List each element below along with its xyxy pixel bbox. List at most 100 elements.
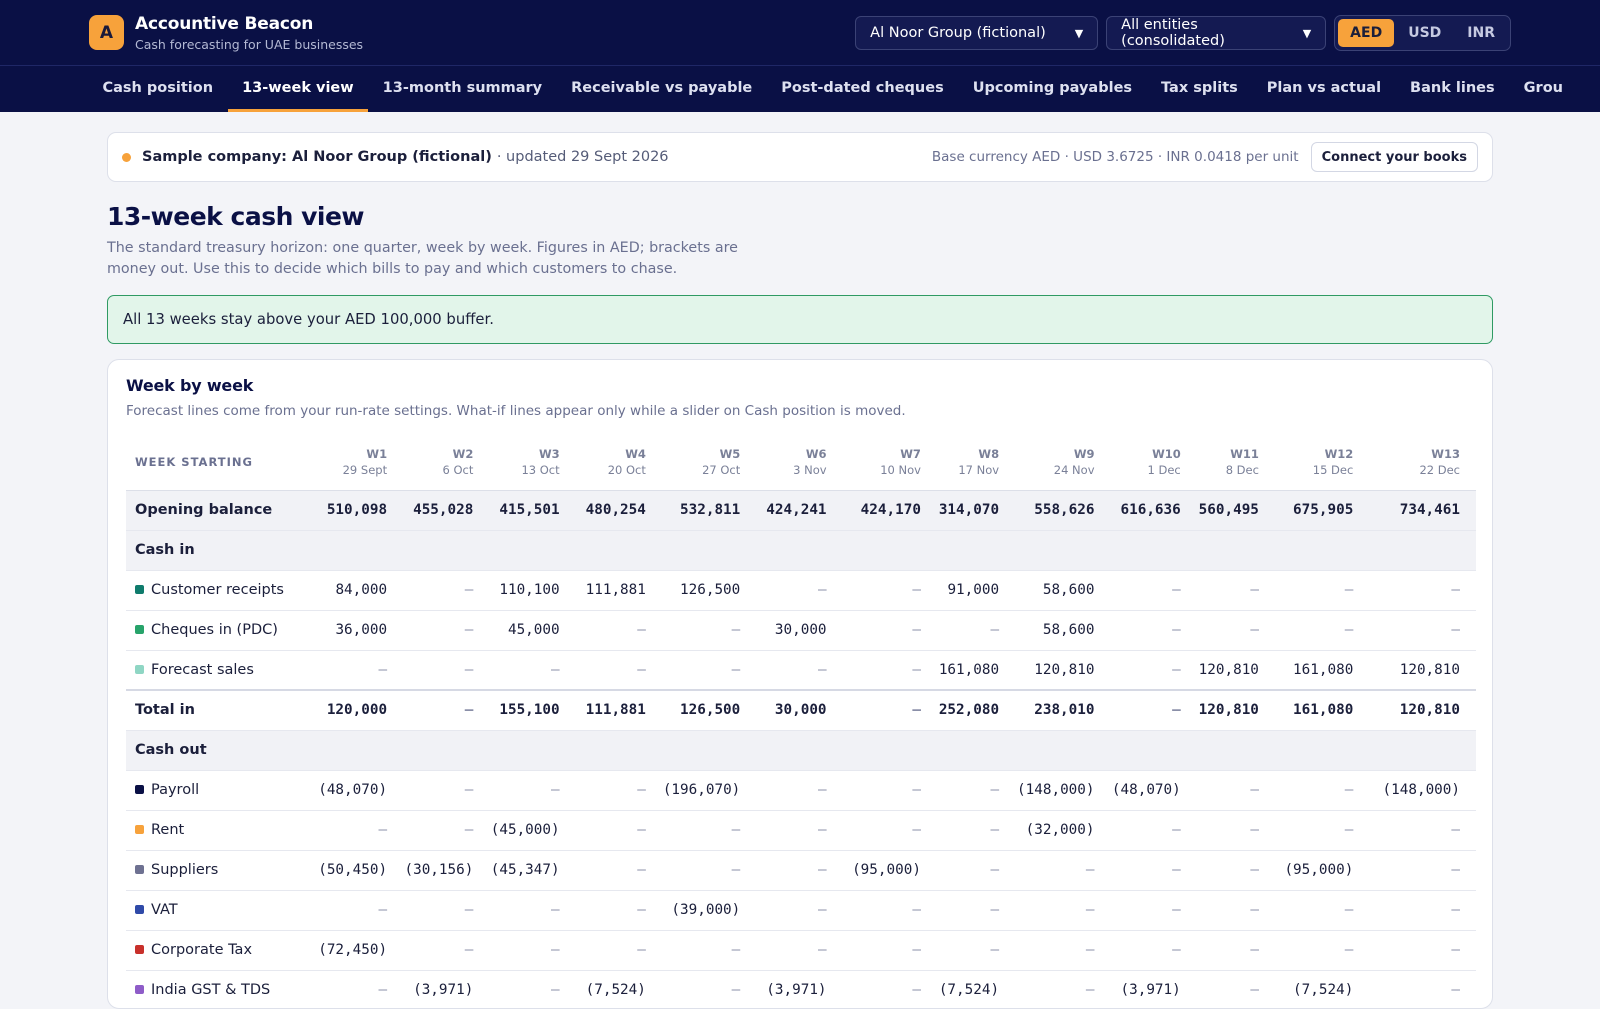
nav-tab-group[interactable]: Grou bbox=[1523, 79, 1563, 96]
table-cell: 161,080 bbox=[1274, 649, 1370, 690]
sample-company-banner: Sample company: Al Noor Group (fictional… bbox=[107, 132, 1493, 182]
nav-tab-cash-position[interactable]: Cash position bbox=[102, 79, 214, 96]
cell-value: – bbox=[637, 862, 646, 878]
table-cell: – bbox=[1196, 809, 1275, 850]
nav-tab-bank-lines[interactable]: Bank lines bbox=[1410, 79, 1495, 96]
table-cell: – bbox=[842, 769, 937, 810]
cell-value: – bbox=[990, 902, 1000, 918]
nav-tab-post-dated-cheques[interactable]: Post-dated cheques bbox=[781, 79, 944, 96]
table-cell: – bbox=[403, 809, 490, 850]
app-name[interactable]: Accountive Beacon bbox=[135, 13, 314, 34]
table-cell: – bbox=[575, 809, 662, 850]
table-cell: (30,156) bbox=[403, 849, 490, 890]
table-cell: – bbox=[310, 889, 404, 930]
cell-value: – bbox=[1451, 942, 1460, 958]
cell-value: – bbox=[817, 582, 827, 598]
week-column-header: W3 13 Oct bbox=[489, 435, 575, 490]
week-number: W8 bbox=[978, 447, 1000, 462]
legend-swatch-icon bbox=[135, 945, 144, 954]
table-cell: – bbox=[1274, 569, 1370, 610]
cell-value: – bbox=[464, 702, 474, 719]
table-cell: 111,881 bbox=[575, 689, 662, 730]
table-cell: 58,600 bbox=[1015, 569, 1111, 610]
row-india-gst-tds: India GST & TDS – (3,971) – (7,524) – (3,971) –… bbox=[126, 969, 1476, 1008]
table-cell: – bbox=[842, 809, 937, 850]
cell-value: (3,971) bbox=[766, 982, 827, 999]
cell-value: – bbox=[378, 661, 388, 678]
week-column-header: W5 27 Oct bbox=[662, 435, 756, 490]
cell-value: 161,080 bbox=[1293, 661, 1354, 678]
cell-value: (196,070) bbox=[662, 782, 741, 798]
exchange-rates: Base currency AED · USD 3.6725 · INR 0.0… bbox=[931, 149, 1299, 165]
card-subtitle: Forecast lines come from your run-rate s… bbox=[126, 403, 906, 419]
cell-value: – bbox=[912, 942, 921, 958]
cell-value: 126,500 bbox=[680, 582, 741, 598]
table-cell: – bbox=[1274, 809, 1370, 850]
nav-tab-13-week-view[interactable]: 13-week view bbox=[227, 66, 369, 112]
table-cell: – bbox=[661, 929, 757, 970]
cell-value: – bbox=[731, 822, 741, 838]
legend-swatch-icon bbox=[135, 664, 144, 674]
company-select[interactable]: Al Noor Group (fictional) ▼ bbox=[855, 16, 1099, 50]
table-cell: (7,524) bbox=[1274, 969, 1370, 1008]
cell-value: 111,881 bbox=[585, 702, 646, 719]
table-cell: 91,000 bbox=[936, 569, 1016, 610]
cell-value: – bbox=[637, 942, 646, 958]
cell-value: (7,524) bbox=[1293, 982, 1354, 999]
cell-value: 480,254 bbox=[585, 502, 646, 518]
top-bar: A Accountive Beacon Cash forecasting for… bbox=[0, 0, 1600, 65]
currency-option[interactable]: AED bbox=[1338, 19, 1395, 47]
cell-value: – bbox=[1172, 582, 1181, 598]
legend-swatch-icon bbox=[135, 905, 144, 914]
cell-value: (95,000) bbox=[1284, 862, 1354, 878]
week-starting-header: WEEK STARTING bbox=[135, 455, 253, 470]
table-cell: – bbox=[661, 809, 757, 850]
row-label: Opening balance bbox=[126, 489, 311, 530]
main-nav: Cash position 13-week view 13-month summ… bbox=[0, 65, 1600, 112]
row-vat: VAT – – – – (39,000) – – – – – – – – bbox=[126, 889, 1476, 930]
cell-value: 252,080 bbox=[938, 702, 1000, 719]
nav-tab-upcoming-payables[interactable]: Upcoming payables bbox=[972, 79, 1133, 96]
cell-value: – bbox=[1172, 822, 1181, 838]
cell-value: (48,070) bbox=[318, 782, 388, 798]
week-number: W10 bbox=[1152, 447, 1181, 462]
nav-tab-13-month-summary[interactable]: 13-month summary bbox=[382, 79, 543, 96]
card-title: Week by week bbox=[126, 376, 254, 395]
table-cell: – bbox=[403, 769, 490, 810]
week-date: 22 Dec bbox=[1419, 463, 1460, 478]
nav-tab-plan-vs-actual[interactable]: Plan vs actual bbox=[1266, 79, 1382, 96]
table-cell: – bbox=[1015, 929, 1111, 970]
table-cell: – bbox=[842, 689, 937, 730]
table-cell: (3,971) bbox=[1110, 969, 1197, 1008]
cell-value: (72,450) bbox=[318, 942, 388, 958]
table-cell: – bbox=[1369, 929, 1476, 970]
row-label: Customer receipts bbox=[126, 569, 311, 610]
cell-value: – bbox=[1085, 862, 1095, 878]
app-logo[interactable]: A bbox=[89, 15, 124, 50]
table-cell: – bbox=[1196, 569, 1275, 610]
table-cell: 161,080 bbox=[936, 649, 1016, 690]
cell-value: – bbox=[1250, 942, 1259, 958]
table-cell: 424,170 bbox=[842, 489, 937, 530]
cell-value: – bbox=[817, 902, 827, 918]
table-cell: – bbox=[489, 929, 576, 970]
table-cell: 126,500 bbox=[661, 689, 757, 730]
row-label: Forecast sales bbox=[126, 649, 311, 690]
connect-books-button[interactable]: Connect your books bbox=[1310, 142, 1478, 172]
cell-value: – bbox=[378, 822, 388, 838]
table-cell: – bbox=[756, 889, 843, 930]
row-label: Total in bbox=[126, 689, 311, 730]
table-cell: 84,000 bbox=[310, 569, 404, 610]
cell-value: – bbox=[1250, 782, 1259, 798]
row-label: Payroll bbox=[126, 769, 311, 810]
currency-option[interactable]: INR bbox=[1467, 25, 1495, 41]
nav-tab-tax-splits[interactable]: Tax splits bbox=[1161, 79, 1238, 96]
cell-value: – bbox=[912, 822, 921, 838]
table-cell: – bbox=[1274, 889, 1370, 930]
week-number: W9 bbox=[1073, 447, 1095, 462]
entity-select[interactable]: All entities (consolidated) ▼ bbox=[1106, 16, 1327, 50]
table-cell: 532,811 bbox=[661, 489, 757, 530]
nav-tab-receivable-vs-payable[interactable]: Receivable vs payable bbox=[571, 79, 753, 96]
row-label: Rent bbox=[126, 809, 311, 850]
currency-option[interactable]: USD bbox=[1408, 25, 1442, 41]
